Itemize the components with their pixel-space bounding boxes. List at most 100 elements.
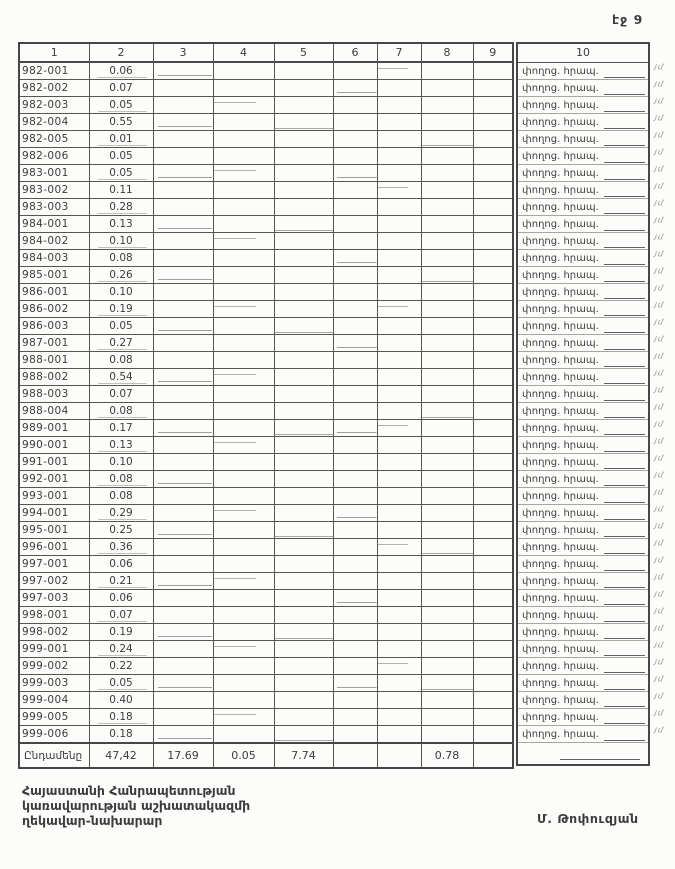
usage-cell: փողոց. հրապ. [518, 80, 648, 97]
empty-cell [376, 300, 422, 318]
usage-cell: փողոց. հրապ. [518, 267, 648, 284]
empty-cell [472, 725, 514, 744]
table-row: 991-001 0.10 [18, 453, 514, 471]
table-row: 992-001 0.08 [18, 470, 514, 488]
empty-cell [472, 164, 514, 182]
empty-cell [212, 164, 275, 182]
table-row: 990-001 0.13 [18, 436, 514, 454]
empty-cell [420, 385, 474, 403]
parcel-code: 988-003 [18, 385, 90, 403]
usage-cell: փողոց. հրապ. [518, 335, 648, 352]
empty-cell [273, 130, 334, 148]
underline [603, 660, 645, 673]
empty-cell [212, 351, 275, 369]
empty-cell [212, 113, 275, 131]
empty-cell [472, 300, 514, 318]
empty-cell [420, 589, 474, 607]
table-row: 997-001 0.06 [18, 555, 514, 573]
area-value: 0.01 [88, 130, 154, 148]
empty-cell [472, 385, 514, 403]
empty-cell [472, 572, 514, 590]
empty-cell [376, 708, 422, 726]
usage-text: փողոց. հրապ. [522, 422, 599, 434]
empty-cell [332, 368, 378, 386]
underline [603, 728, 645, 741]
usage-text: փողոց. հրապ. [522, 558, 599, 570]
empty-cell [376, 317, 422, 335]
empty-cell [420, 181, 474, 199]
empty-cell [152, 470, 214, 488]
table-row: 989-001 0.17 [18, 419, 514, 437]
usage-text: փողոց. հրապ. [522, 371, 599, 383]
underline [603, 99, 645, 112]
column-10-box: 10 փողոց. հրապ. փողոց. հրապ. փողոց. հրապ. փ… [516, 42, 650, 766]
empty-cell [273, 589, 334, 607]
usage-text: փողոց. հրապ. [522, 575, 599, 587]
table-row: 988-001 0.08 [18, 351, 514, 369]
area-value: 0.22 [88, 657, 154, 675]
parcel-code: 997-002 [18, 572, 90, 590]
area-value: 0.06 [88, 589, 154, 607]
empty-cell [152, 589, 214, 607]
usage-cell: փողոց. հրապ. [518, 641, 648, 658]
area-value: 0.05 [88, 317, 154, 335]
parcel-code: 982-006 [18, 147, 90, 165]
area-value: 0.10 [88, 232, 154, 250]
empty-cell [472, 113, 514, 131]
underline [603, 167, 645, 180]
underline [603, 133, 645, 146]
empty-cell [212, 61, 275, 80]
empty-cell [420, 334, 474, 352]
usage-text: փողոց. հրապ. [522, 609, 599, 621]
empty-cell [212, 402, 275, 420]
usage-cell: փողոց. հրապ. [518, 539, 648, 556]
usage-text: փողոց. հրապ. [522, 269, 599, 281]
column-header: 6 [332, 42, 378, 63]
underline [603, 422, 645, 435]
area-value: 0.08 [88, 249, 154, 267]
empty-cell [212, 368, 275, 386]
parcel-code: 984-002 [18, 232, 90, 250]
empty-cell [376, 283, 422, 301]
total-value: 17.69 [152, 742, 214, 769]
empty-cell [332, 708, 378, 726]
usage-cell: փողոց. հրապ. [518, 199, 648, 216]
empty-cell [376, 572, 422, 590]
parcel-code: 998-002 [18, 623, 90, 641]
empty-cell [472, 606, 514, 624]
empty-cell [212, 147, 275, 165]
empty-cell [273, 538, 334, 556]
empty-cell [472, 487, 514, 505]
table-row: 986-002 0.19 [18, 300, 514, 318]
usage-cell: փողոց. հրապ. [518, 505, 648, 522]
underline [603, 490, 645, 503]
empty-cell [332, 266, 378, 284]
empty-cell [273, 606, 334, 624]
empty-cell [212, 674, 275, 692]
empty-cell [420, 61, 474, 80]
usage-text: փողոց. հրապ. [522, 286, 599, 298]
empty-cell [212, 130, 275, 148]
empty-cell [212, 96, 275, 114]
empty-cell [376, 589, 422, 607]
underline [603, 473, 645, 486]
empty-cell [212, 589, 275, 607]
table-row: 983-002 0.11 [18, 181, 514, 199]
parcel-code: 988-002 [18, 368, 90, 386]
column-header: 9 [472, 42, 514, 63]
empty-cell [212, 538, 275, 556]
empty-cell [420, 113, 474, 131]
usage-text: փողոց. հրապ. [522, 711, 599, 723]
table-row: 988-004 0.08 [18, 402, 514, 420]
empty-cell [273, 640, 334, 658]
empty-cell [332, 232, 378, 250]
empty-cell [332, 198, 378, 216]
empty-cell [332, 61, 378, 80]
empty-cell [212, 691, 275, 709]
empty-cell [332, 300, 378, 318]
usage-text: փողոց. հրապ. [522, 218, 599, 230]
total-row: Ընդամենը 47,42 17.69 0.05 7.74 0.78 [18, 742, 514, 769]
parcel-code: 999-004 [18, 691, 90, 709]
empty-cell [152, 198, 214, 216]
usage-cell: փողոց. հրապ. [518, 556, 648, 573]
